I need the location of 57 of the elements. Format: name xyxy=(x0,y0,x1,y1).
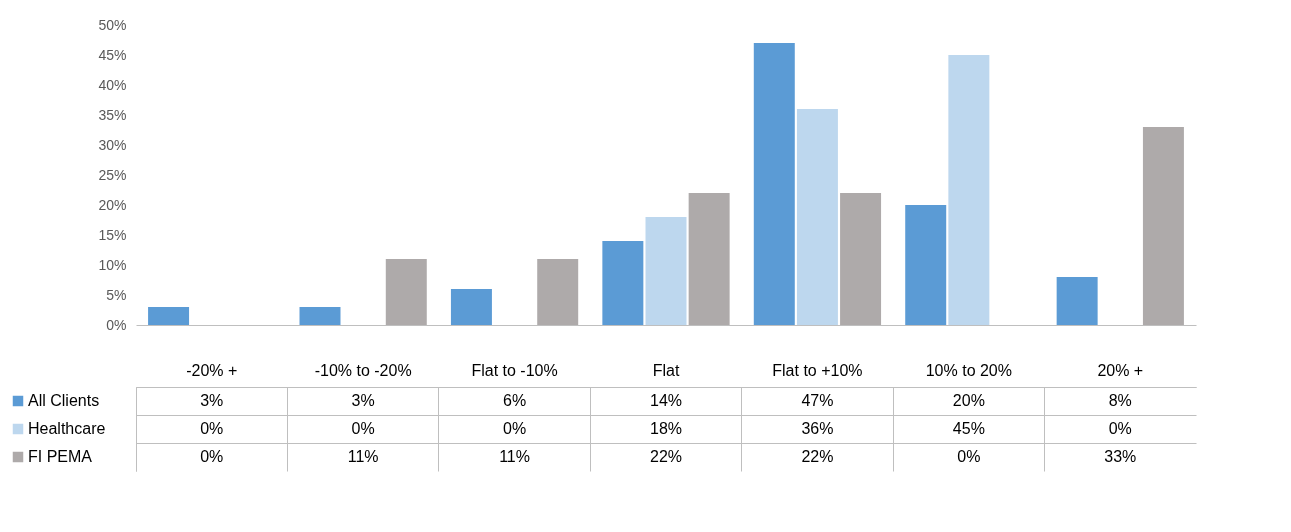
bar xyxy=(148,307,190,325)
bar xyxy=(688,193,730,325)
x-tick-label: -10% to -20% xyxy=(314,361,412,379)
bar xyxy=(645,217,687,325)
x-tick-label: 10% to 20% xyxy=(925,361,1012,379)
legend-label: FI PEMA xyxy=(28,448,93,465)
bar xyxy=(450,289,492,325)
y-tick-label: 45% xyxy=(98,46,127,63)
bar xyxy=(385,259,427,325)
data-label: 0% xyxy=(503,420,527,437)
y-tick-label: 50% xyxy=(98,16,127,33)
data-label: 20% xyxy=(952,392,985,409)
data-label: 22% xyxy=(649,448,683,465)
x-tick-label: Flat xyxy=(652,361,680,379)
data-label: 3% xyxy=(200,392,224,409)
data-label: 47% xyxy=(801,392,834,409)
bar xyxy=(537,259,579,325)
data-label: 8% xyxy=(1108,392,1132,409)
y-tick-label: 10% xyxy=(98,256,127,273)
y-tick-label: 40% xyxy=(98,76,127,93)
data-label: 36% xyxy=(801,420,834,437)
x-tick-label: 20% + xyxy=(1097,361,1144,379)
bar xyxy=(1142,127,1184,325)
bar xyxy=(948,55,990,325)
bar xyxy=(1056,277,1098,325)
data-label: 14% xyxy=(649,392,683,409)
y-tick-label: 5% xyxy=(106,286,127,303)
bar xyxy=(602,241,644,325)
y-tick-label: 35% xyxy=(98,106,127,123)
data-label: 3% xyxy=(351,392,375,409)
data-label: 6% xyxy=(503,392,527,409)
y-tick-label: 0% xyxy=(106,316,127,333)
data-label: 0% xyxy=(957,448,981,465)
legend-label: All Clients xyxy=(28,392,100,409)
data-label: 11% xyxy=(499,448,530,465)
bar xyxy=(840,193,882,325)
data-label: 0% xyxy=(200,420,224,437)
bar xyxy=(796,109,838,325)
bar xyxy=(905,205,947,325)
data-label: 45% xyxy=(952,420,985,437)
y-tick-label: 25% xyxy=(98,166,127,183)
y-tick-label: 15% xyxy=(98,226,127,243)
data-label: 0% xyxy=(1108,420,1132,437)
data-label: 18% xyxy=(649,420,683,437)
data-label: 11% xyxy=(347,448,379,465)
x-tick-label: Flat to -10% xyxy=(471,361,558,379)
data-label: 22% xyxy=(801,448,834,465)
y-tick-label: 30% xyxy=(98,136,127,153)
data-label: 0% xyxy=(351,420,375,437)
x-tick-label: -20% + xyxy=(186,361,238,379)
legend-label: Healthcare xyxy=(28,420,106,437)
data-label: 0% xyxy=(200,448,224,465)
y-tick-label: 20% xyxy=(98,196,127,213)
bar xyxy=(299,307,341,325)
bar xyxy=(753,43,795,325)
data-label: 33% xyxy=(1104,448,1137,465)
x-tick-label: Flat to +10% xyxy=(772,361,863,379)
